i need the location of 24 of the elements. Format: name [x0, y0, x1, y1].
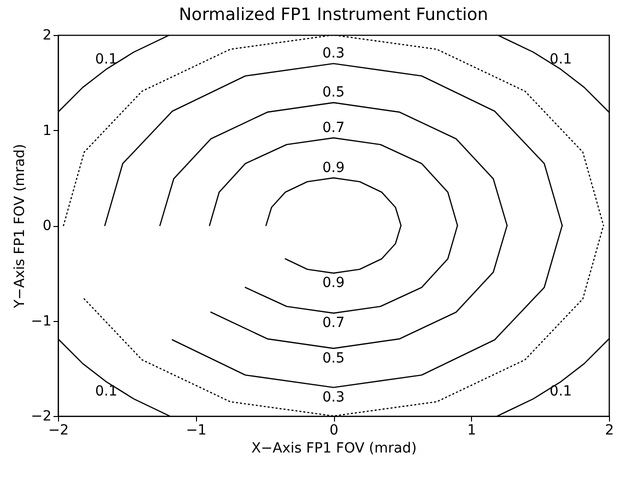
x-tick-label: 0: [330, 422, 338, 438]
y-tick-label: 2: [42, 28, 52, 44]
series-label: 0.7: [322, 120, 345, 136]
x-tick-label: −1: [186, 422, 207, 438]
x-axis-title: X−Axis FP1 FOV (mrad): [251, 440, 417, 456]
chart-title: Normalized FP1 Instrument Function: [178, 5, 488, 25]
series-label: 0.1: [550, 384, 572, 400]
y-tick-label: −1: [30, 313, 52, 330]
series-label: 0.9: [322, 160, 345, 176]
series-label: 0.5: [322, 84, 345, 101]
series-label: 0.9: [322, 275, 345, 292]
y-tick-label: 1: [42, 122, 52, 139]
x-tick-label: 1: [467, 422, 476, 438]
series-label: 0.1: [95, 51, 118, 68]
series-label: 0.3: [322, 389, 345, 406]
series-label: 0.3: [322, 46, 345, 62]
y-tick-label: −2: [30, 408, 52, 424]
series-label: 0.5: [322, 350, 345, 366]
series-label: 0.1: [95, 384, 118, 400]
series-label: 0.7: [322, 315, 345, 332]
x-tick-label: 2: [605, 422, 614, 438]
series-label: 0.1: [550, 51, 572, 68]
y-axis-title: Y−Axis FP1 FOV (mrad): [12, 144, 28, 310]
y-tick-label: 0: [42, 218, 52, 234]
